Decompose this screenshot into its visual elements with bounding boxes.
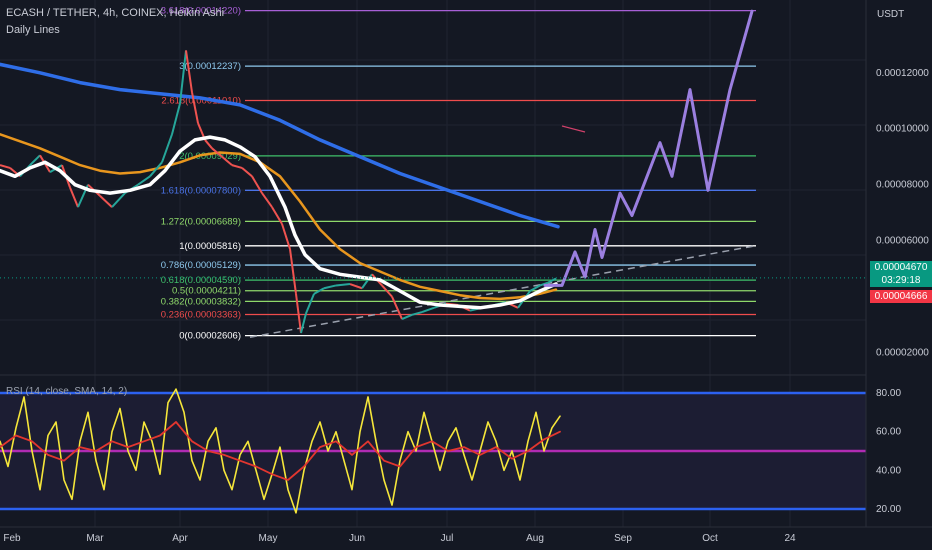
- price-segment: [29, 154, 41, 166]
- trend-line: [249, 244, 757, 338]
- price-segment: [271, 206, 283, 225]
- price-segment: [261, 192, 273, 208]
- price-segment: [313, 287, 325, 295]
- fib-label-1: 3(0.00012237): [179, 61, 241, 72]
- price-segment: [295, 293, 302, 334]
- bid-price-tag: 0.00004666: [870, 290, 932, 303]
- price-segment: [323, 284, 337, 290]
- last-price-tag: 0.00004670 03:29:18: [870, 261, 932, 287]
- fib-label-12: 0(0.00002606): [179, 331, 241, 342]
- price-segment: [401, 313, 413, 320]
- price-segment: [99, 195, 113, 208]
- candle-countdown: 03:29:18: [881, 275, 921, 286]
- price-segment: [179, 50, 187, 104]
- price-segment: [300, 313, 307, 334]
- fib-label-7: 0.786(0.00005129): [161, 260, 241, 271]
- projection-path: [543, 9, 754, 287]
- time-label-5: Jul: [441, 533, 454, 544]
- price-segment: [529, 284, 541, 292]
- fib-label-4: 1.618(0.00007800): [161, 185, 241, 196]
- price-tick-0: 0.00012000: [876, 68, 929, 79]
- price-segment: [305, 293, 315, 314]
- price-tick-2: 0.00008000: [876, 180, 929, 191]
- price-segment: [185, 50, 193, 93]
- rsi-tick-0: 80.00: [876, 388, 901, 399]
- price-tick-3: 0.00006000: [876, 236, 929, 247]
- rsi-lines: [0, 388, 866, 514]
- fib-label-3: 2(0.00009029): [179, 151, 241, 162]
- price-segment: [161, 133, 173, 163]
- price-segment: [191, 92, 199, 124]
- fib-levels: 3.618(0.00014220) 3(0.00012237) 2.618(0.00…: [161, 6, 756, 342]
- fib-label-5: 1.272(0.00006689): [161, 216, 241, 227]
- price-segment: [411, 311, 423, 316]
- last-price-value: 0.00004670: [874, 262, 928, 273]
- indicator-lines: [0, 9, 866, 334]
- price-segment: [211, 147, 223, 158]
- rsi-tick-3: 20.00: [876, 504, 901, 515]
- fib-label-10: 0.382(0.00003832): [161, 296, 241, 307]
- rsi-label[interactable]: RSI (14, close, SMA, 14, 2): [6, 386, 128, 397]
- time-label-6: Aug: [526, 533, 544, 544]
- time-label-2: Apr: [172, 533, 188, 544]
- price-segment: [231, 164, 243, 169]
- fib-label-11: 0.236(0.00003363): [161, 309, 241, 320]
- time-label-3: May: [259, 533, 278, 544]
- ma-white-line: [0, 135, 558, 310]
- indicator-label[interactable]: Daily Lines: [6, 24, 60, 36]
- price-segment: [349, 283, 363, 290]
- price-segment: [335, 283, 351, 287]
- price-segment: [251, 175, 263, 194]
- price-segment: [221, 155, 233, 166]
- price-segment: [381, 284, 393, 298]
- price-segment: [361, 273, 373, 289]
- time-label-1: Mar: [86, 533, 104, 544]
- rsi-ma-line: [0, 421, 561, 481]
- bid-price-value: 0.00004666: [874, 291, 928, 302]
- annotation-stroke: [561, 125, 586, 133]
- symbol-title[interactable]: ECASH / TETHER, 4h, COINEX, Heikin Ashi: [6, 7, 225, 19]
- price-segment: [547, 277, 557, 284]
- price-segment: [281, 223, 291, 250]
- support-trend-line: [249, 244, 757, 338]
- fib-label-2: 2.618(0.00011010): [161, 95, 241, 106]
- fib-label-6: 1(0.00005816): [179, 241, 241, 252]
- rsi-tick-1: 60.00: [876, 427, 901, 438]
- price-segment: [421, 306, 435, 313]
- price-segment: [204, 139, 213, 149]
- fib-label-8: 0.618(0.00004590): [161, 275, 241, 286]
- time-label-8: Oct: [702, 533, 718, 544]
- price-segment: [69, 187, 79, 208]
- rsi-tick-2: 40.00: [876, 465, 901, 476]
- time-label-7: Sep: [614, 533, 632, 544]
- price-segment: [137, 175, 151, 186]
- time-label-0: Feb: [3, 533, 21, 544]
- ma-blue-line: [0, 62, 560, 229]
- price-axis-unit: USDT: [877, 9, 904, 20]
- price-tick-5: 0.00002000: [876, 348, 929, 359]
- rsi-line: [0, 388, 561, 514]
- price-segment: [111, 192, 126, 208]
- ma-orange-line: [0, 133, 558, 301]
- price-segment: [0, 164, 11, 169]
- price-segment: [289, 248, 297, 294]
- price-segment: [241, 167, 253, 178]
- price-segment: [539, 281, 549, 287]
- time-label-4: Jun: [349, 533, 365, 544]
- fib-label-9: 0.5(0.00004211): [172, 286, 241, 297]
- time-label-9: 24: [784, 533, 796, 544]
- price-segment: [171, 103, 181, 135]
- price-segment: [391, 296, 403, 320]
- price-tick-1: 0.00010000: [876, 124, 929, 135]
- fib-label-0: 3.618(0.00014220): [161, 6, 241, 17]
- price-segment: [149, 161, 163, 177]
